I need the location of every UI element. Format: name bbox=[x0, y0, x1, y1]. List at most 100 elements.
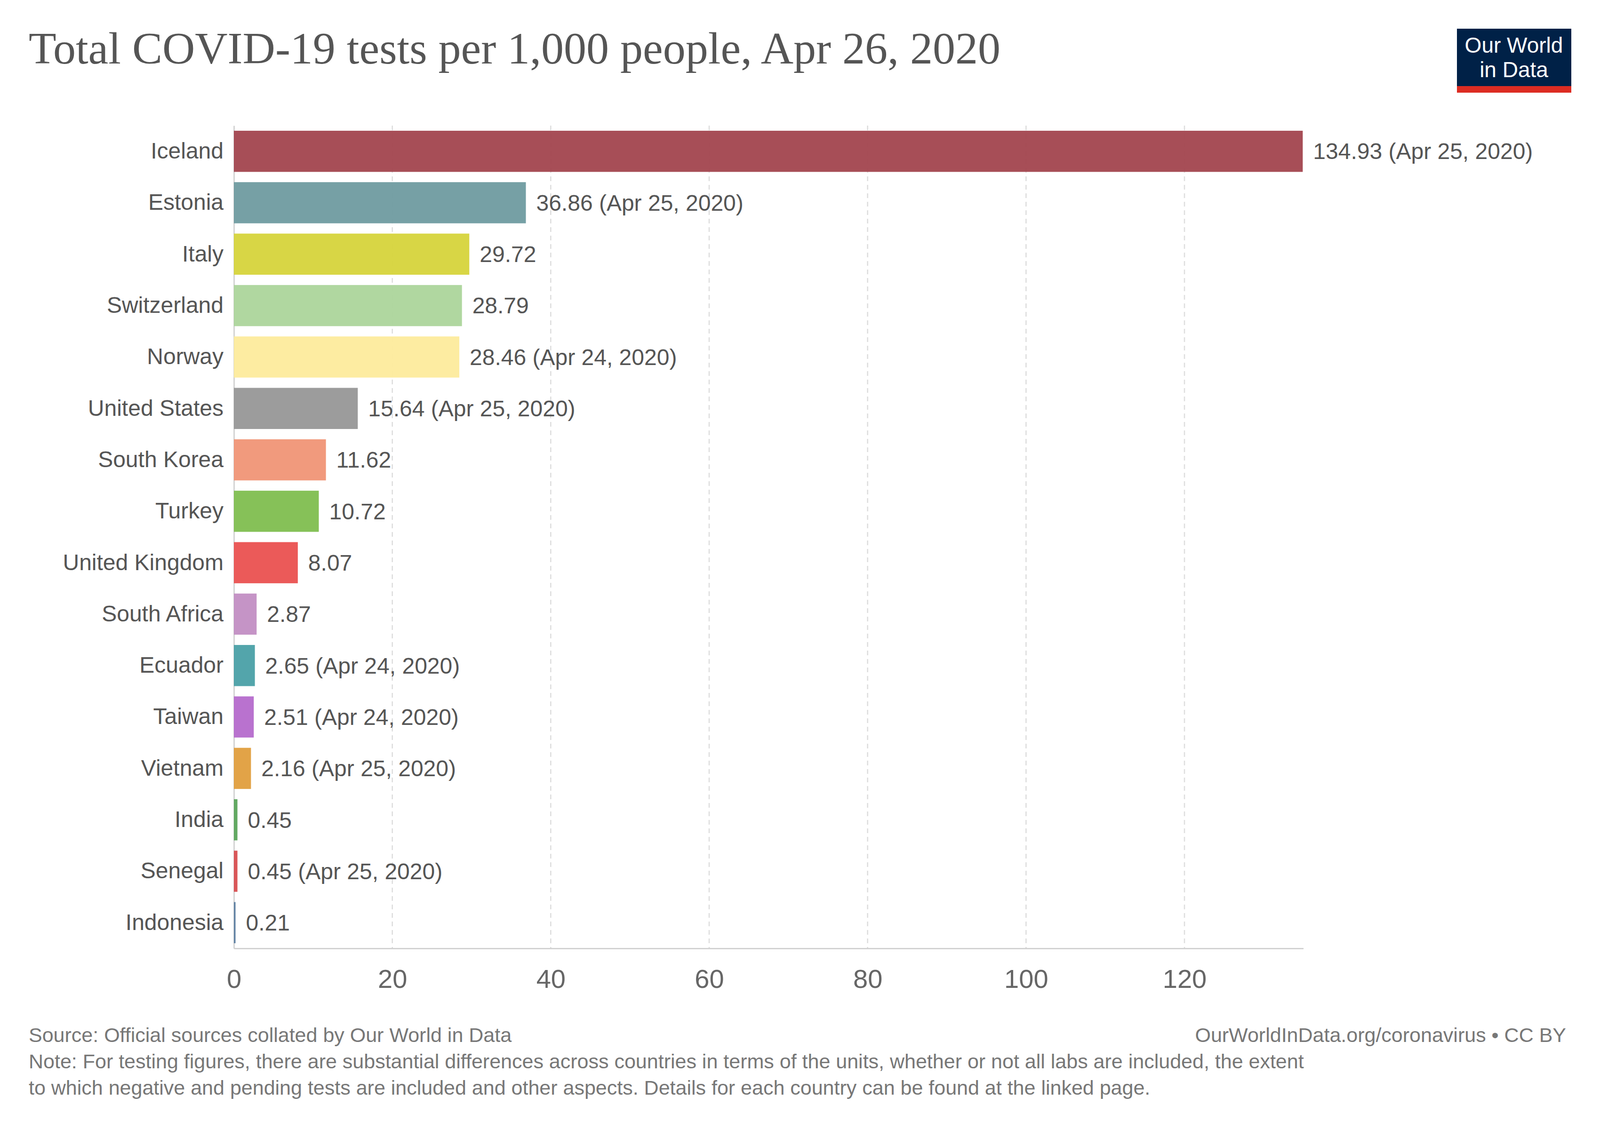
data-label: 10.72 bbox=[328, 499, 386, 525]
y-tick-label: Turkey bbox=[155, 498, 224, 524]
logo-text: Our World bbox=[1464, 32, 1564, 58]
x-tick-label: 100 bbox=[1004, 964, 1048, 994]
y-tick-label: Indonesia bbox=[125, 910, 224, 936]
y-tick: Taiwan bbox=[153, 704, 234, 729]
data-label: 2.65 (Apr 24, 2020) bbox=[265, 653, 461, 679]
y-tick-label: India bbox=[174, 807, 224, 832]
y-tick: South Africa bbox=[101, 601, 234, 627]
x-tick: 0 bbox=[226, 948, 242, 994]
y-tick: Ecuador bbox=[139, 652, 234, 678]
logo-text: in Data bbox=[1479, 57, 1549, 82]
bar bbox=[233, 182, 526, 224]
data-label: 28.46 (Apr 24, 2020) bbox=[469, 344, 677, 370]
y-tick: South Korea bbox=[97, 447, 234, 472]
data-label: 134.93 (Apr 25, 2020) bbox=[1312, 138, 1533, 164]
grid-line bbox=[550, 125, 552, 949]
data-label: 28.79 bbox=[472, 293, 529, 319]
x-tick-label: 40 bbox=[536, 964, 566, 994]
x-tick: 100 bbox=[1004, 948, 1048, 994]
source: Source: Official sources collated by Our… bbox=[28, 1024, 512, 1047]
grid-line bbox=[1184, 125, 1186, 949]
logo: Our Worldin Data bbox=[1456, 28, 1572, 93]
bar bbox=[233, 439, 327, 481]
y-tick: Estonia bbox=[148, 189, 234, 215]
y-tick-label: Vietnam bbox=[141, 755, 224, 781]
bar bbox=[233, 645, 256, 687]
bar bbox=[233, 387, 358, 429]
grid-line bbox=[866, 125, 869, 949]
bar bbox=[233, 542, 298, 584]
x-tick: 80 bbox=[853, 948, 883, 994]
data-label: 2.16 (Apr 25, 2020) bbox=[261, 756, 456, 782]
x-tick: 60 bbox=[694, 948, 724, 994]
y-tick-label: South Korea bbox=[97, 447, 224, 472]
y-tick-label: Taiwan bbox=[153, 704, 224, 729]
x-tick: 120 bbox=[1162, 948, 1207, 994]
data-label: 0.45 bbox=[248, 808, 292, 833]
grid bbox=[392, 125, 1185, 949]
y-tick-label: Estonia bbox=[148, 189, 224, 215]
y-tick-label: Switzerland bbox=[106, 292, 224, 318]
bar bbox=[233, 850, 238, 892]
y-tick-label: Italy bbox=[182, 241, 224, 267]
y-tick: United Kingdom bbox=[62, 550, 234, 576]
x-tick-label: 0 bbox=[226, 964, 242, 994]
data-label: 29.72 bbox=[479, 241, 536, 267]
bar bbox=[233, 902, 236, 944]
bar bbox=[233, 748, 251, 790]
logo-box bbox=[1456, 28, 1572, 87]
x-tick-label: 60 bbox=[694, 964, 724, 994]
y-axis: Iceland Estonia Italy Switzerland Norway Unit… bbox=[62, 126, 234, 950]
x-tick: 20 bbox=[377, 948, 408, 994]
x-axis: 0 20 40 60 80 100 120 bbox=[226, 948, 1304, 994]
grid-line bbox=[708, 125, 711, 949]
x-tick-label: 120 bbox=[1162, 964, 1207, 994]
x-tick-label: 80 bbox=[853, 964, 883, 994]
data-label: 2.51 (Apr 24, 2020) bbox=[264, 704, 459, 730]
grid-line bbox=[1025, 125, 1027, 949]
data-labels: 134.93 (Apr 25, 2020) 36.86 (Apr 25, 2020… bbox=[246, 138, 1534, 936]
y-tick: Vietnam bbox=[141, 755, 234, 781]
data-label: 36.86 (Apr 25, 2020) bbox=[536, 190, 744, 216]
y-tick-label: United States bbox=[88, 395, 224, 421]
bar bbox=[233, 593, 257, 635]
data-label: 0.45 (Apr 25, 2020) bbox=[248, 859, 443, 885]
y-tick-label: Senegal bbox=[140, 858, 224, 884]
data-label: 2.87 bbox=[266, 601, 311, 627]
note: Note: For testing figures, there are sub… bbox=[28, 1050, 1304, 1073]
y-tick-label: United Kingdom bbox=[62, 550, 224, 576]
bar bbox=[233, 490, 319, 532]
data-label: 8.07 bbox=[308, 550, 352, 576]
y-tick: India bbox=[174, 807, 234, 832]
bar bbox=[233, 233, 470, 275]
y-tick: Switzerland bbox=[106, 292, 234, 318]
x-tick-label: 20 bbox=[377, 964, 408, 994]
y-tick: United States bbox=[88, 395, 234, 421]
x-tick: 40 bbox=[536, 948, 566, 994]
data-label: 15.64 (Apr 25, 2020) bbox=[368, 396, 576, 422]
y-tick-label: Norway bbox=[146, 344, 224, 369]
logo-strip bbox=[1456, 86, 1572, 93]
bar bbox=[233, 285, 463, 327]
y-tick: Indonesia bbox=[125, 910, 234, 936]
y-tick: Iceland bbox=[150, 138, 234, 164]
y-tick: Turkey bbox=[155, 498, 234, 524]
x-axis-line bbox=[234, 948, 1304, 950]
bars bbox=[233, 130, 1303, 944]
bar bbox=[233, 130, 1303, 172]
data-label: 0.21 bbox=[246, 910, 290, 936]
chart: Total COVID-19 tests per 1,000 people, A… bbox=[0, 0, 1600, 1129]
y-tick-label: South Africa bbox=[101, 601, 224, 627]
bar bbox=[233, 336, 460, 378]
y-tick-label: Ecuador bbox=[139, 652, 224, 678]
title: Total COVID-19 tests per 1,000 people, A… bbox=[28, 23, 1001, 74]
y-tick: Norway bbox=[146, 344, 234, 369]
y-tick: Senegal bbox=[140, 858, 234, 884]
bar bbox=[233, 799, 238, 841]
y-tick-label: Iceland bbox=[150, 138, 224, 164]
y-tick: Italy bbox=[182, 241, 234, 267]
credit: OurWorldInData.org/coronavirus • CC BY bbox=[1194, 1024, 1567, 1047]
bar bbox=[233, 696, 254, 738]
data-label: 11.62 bbox=[336, 447, 392, 473]
note: to which negative and pending tests are … bbox=[28, 1076, 1151, 1100]
